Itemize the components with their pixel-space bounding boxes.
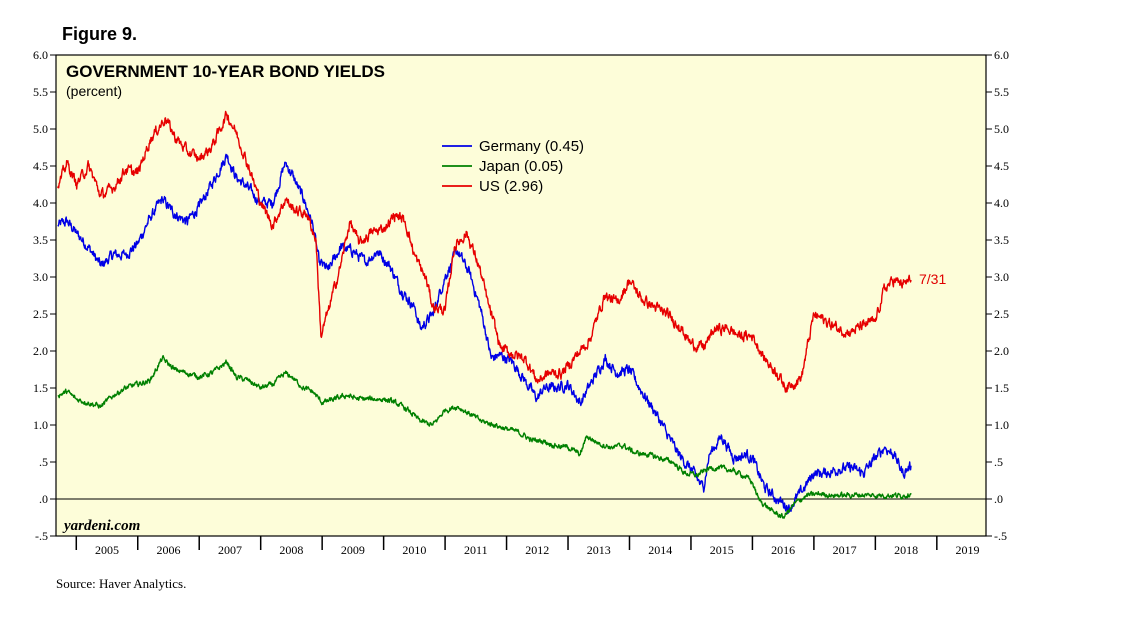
watermark-text: yardeni.com xyxy=(62,518,140,534)
legend-label-japan: Japan (0.05) xyxy=(479,158,563,175)
y-tick-label-right: 5.5 xyxy=(994,85,1009,99)
x-tick-label: 2015 xyxy=(710,543,734,557)
x-tick-label: 2016 xyxy=(771,543,795,557)
plot-border xyxy=(55,54,987,537)
y-tick-label-right: 2.0 xyxy=(994,344,1009,358)
y-tick-label-left: 5.0 xyxy=(33,122,48,136)
y-tick-label-right: .0 xyxy=(994,492,1003,506)
x-tick-label: 2019 xyxy=(956,543,980,557)
y-tick-label-right: 5.0 xyxy=(994,122,1009,136)
x-tick-label: 2010 xyxy=(402,543,426,557)
end-date-label: 7/31 xyxy=(919,271,946,287)
series-line-germany xyxy=(57,153,912,515)
y-tick-label-left: .5 xyxy=(39,455,48,469)
y-tick-label-right: 4.0 xyxy=(994,196,1009,210)
x-tick-label: 2008 xyxy=(279,543,303,557)
y-tick-label-right: 3.0 xyxy=(994,270,1009,284)
y-tick-label-left: 1.0 xyxy=(33,418,48,432)
y-tick-label-right: 6.0 xyxy=(994,48,1009,62)
y-tick-label-right: 1.0 xyxy=(994,418,1009,432)
y-tick-label-left: 2.5 xyxy=(33,307,48,321)
y-tick-label-right: -.5 xyxy=(994,529,1007,543)
series-line-japan xyxy=(57,355,912,519)
x-tick-label: 2018 xyxy=(894,543,918,557)
x-tick-label: 2011 xyxy=(464,543,488,557)
y-tick-label-right: 1.5 xyxy=(994,381,1009,395)
legend-label-us: US (2.96) xyxy=(479,178,543,195)
plot-background xyxy=(56,55,986,536)
x-tick-label: 2017 xyxy=(833,543,857,557)
chart-subtitle: (percent) xyxy=(66,83,122,99)
series-line-us xyxy=(57,110,912,393)
chart-title: GOVERNMENT 10-YEAR BOND YIELDS xyxy=(66,62,385,81)
source-note: Source: Haver Analytics. xyxy=(56,576,187,591)
y-tick-label-left: .0 xyxy=(39,492,48,506)
x-tick-label: 2013 xyxy=(587,543,611,557)
x-tick-label: 2014 xyxy=(648,543,672,557)
y-tick-label-left: 3.0 xyxy=(33,270,48,284)
legend-label-germany: Germany (0.45) xyxy=(479,138,584,155)
y-tick-label-left: -.5 xyxy=(35,529,48,543)
y-tick-label-left: 4.0 xyxy=(33,196,48,210)
y-tick-label-left: 2.0 xyxy=(33,344,48,358)
y-tick-label-left: 1.5 xyxy=(33,381,48,395)
y-tick-label-left: 4.5 xyxy=(33,159,48,173)
x-tick-label: 2009 xyxy=(341,543,365,557)
figure-label: Figure 9. xyxy=(62,24,138,44)
x-tick-label: 2007 xyxy=(218,543,242,557)
y-tick-label-right: 3.5 xyxy=(994,233,1009,247)
y-tick-label-left: 5.5 xyxy=(33,85,48,99)
y-tick-label-left: 3.5 xyxy=(33,233,48,247)
x-tick-label: 2012 xyxy=(525,543,549,557)
y-tick-label-left: 6.0 xyxy=(33,48,48,62)
x-tick-label: 2006 xyxy=(156,543,180,557)
y-tick-label-right: .5 xyxy=(994,455,1003,469)
legend: Germany (0.45) Japan (0.05) US (2.96) xyxy=(442,138,584,195)
y-tick-label-right: 4.5 xyxy=(994,159,1009,173)
y-tick-label-right: 2.5 xyxy=(994,307,1009,321)
x-tick-label: 2005 xyxy=(95,543,119,557)
